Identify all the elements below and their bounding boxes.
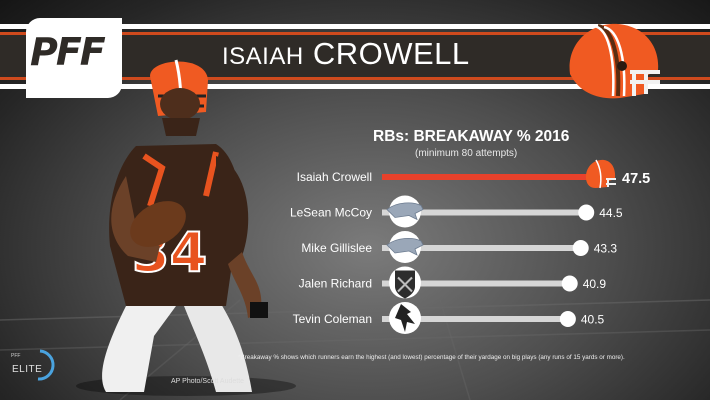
bar-end-marker [561,275,578,292]
bar-value-label: 40.5 [581,313,605,327]
elite-badge-prefix: PFF [11,353,21,359]
bar-value-label: 43.3 [594,242,618,256]
browns-helmet-icon [569,23,660,99]
bar-label: Jalen Richard [299,277,372,291]
bar-end-marker [578,204,595,221]
bar-end-marker [572,240,589,256]
player-last-name: CROWELL [312,36,470,71]
bar [382,280,570,287]
pff-logo-text: PFF [30,30,106,74]
chart-subtitle: (minimum 80 attempts) [415,148,518,159]
browns-helmet-icon-0 [585,159,616,189]
bar [382,174,600,180]
bar-label: LeSean McCoy [290,206,372,220]
chart-title: RBs: BREAKAWAY % 2016 [373,128,570,145]
header-orange-line-top [0,32,710,35]
falcons-logo-icon-4 [389,302,421,334]
bills-logo-icon-2 [386,231,424,263]
bar [382,316,568,322]
player-first-name: ISAIAH [222,43,304,70]
bar-label: Isaiah Crowell [297,170,372,184]
bar-value-label: 44.5 [599,206,623,220]
raiders-logo-icon-3 [389,266,421,299]
elite-badge-text: ELITE [12,364,43,375]
bar-end-marker [559,311,576,327]
bar-label: Mike Gillislee [301,241,372,255]
bar-value-label: 40.9 [583,277,607,291]
header-orange-line-bottom [0,77,710,80]
bar [382,245,581,251]
footnote: *Breakaway % shows which runners earn th… [238,354,625,361]
header-top-stripe [0,24,710,29]
header-bottom-stripe [0,84,710,89]
photo-credit: AP Photo/Scott Audette [171,378,245,385]
bar-label: Tevin Coleman [293,312,372,326]
elite-badge-icon [37,349,55,381]
pff-logo [26,18,122,98]
player-photo: 34 [76,59,296,396]
player-name: ISAIAH CROWELL [222,36,470,72]
bills-logo-icon-1 [386,195,424,228]
bar-value-label: 47.5 [622,171,650,187]
bar [382,209,587,216]
